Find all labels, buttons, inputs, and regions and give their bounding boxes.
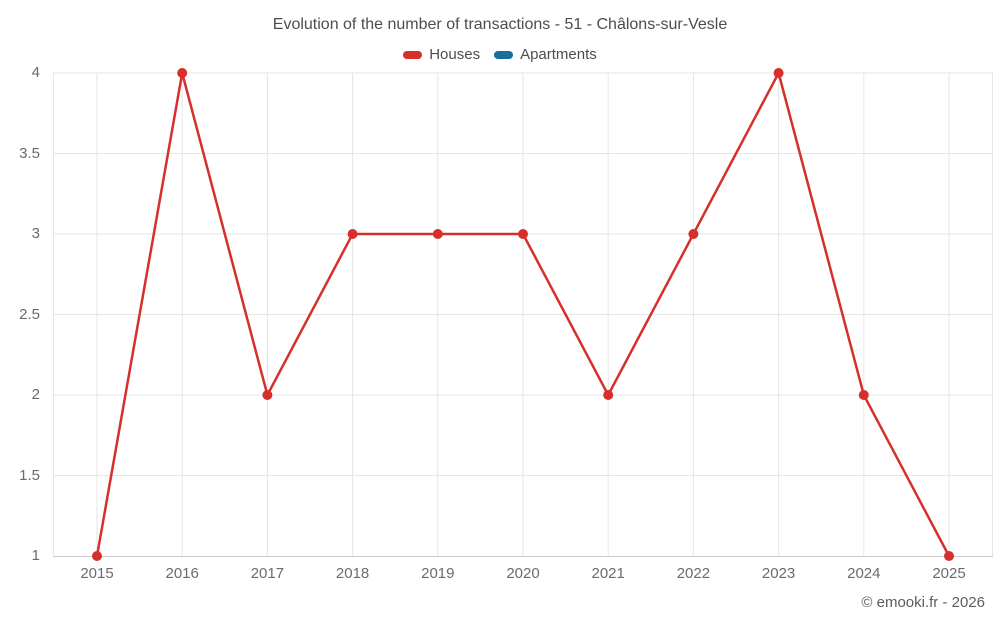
y-tick-label-3.5: 3.5: [19, 144, 40, 162]
watermark: © emooki.fr - 2026: [861, 594, 985, 611]
chart-legend: Houses Apartments: [0, 46, 1000, 63]
y-tick-label-1: 1: [31, 547, 40, 564]
data-point-houses-2015[interactable]: [92, 551, 102, 561]
legend-label-apartments: Apartments: [520, 46, 597, 63]
legend-item-apartments[interactable]: Apartments: [494, 46, 597, 63]
data-point-houses-2019[interactable]: [432, 229, 443, 239]
data-point-houses-2016[interactable]: [177, 68, 188, 78]
x-tick-label-2024: 2024: [847, 565, 881, 582]
data-point-houses-2022[interactable]: [688, 229, 699, 239]
data-point-houses-2023[interactable]: [773, 68, 784, 78]
chart-title: Evolution of the number of transactions …: [272, 16, 728, 33]
y-tick-label-1.5: 1.5: [19, 466, 40, 484]
data-point-houses-2018[interactable]: [347, 229, 358, 239]
apartments-swatch-icon: [494, 50, 514, 59]
data-point-houses-2025[interactable]: [944, 551, 954, 561]
x-tick-label-2019: 2019: [421, 565, 455, 582]
x-tick-label-2021: 2021: [591, 565, 625, 582]
data-point-houses-2020[interactable]: [518, 229, 528, 239]
y-tick-label-2: 2: [31, 386, 40, 403]
x-tick-label-2020: 2020: [506, 565, 540, 582]
x-tick-label-2017: 2017: [250, 565, 285, 582]
houses-swatch-icon: [403, 50, 423, 59]
data-point-houses-2021[interactable]: [603, 390, 614, 400]
y-tick-label-2.5: 2.5: [19, 305, 40, 323]
y-tick-label-4: 4: [31, 64, 40, 81]
x-tick-label-2022: 2022: [676, 565, 711, 582]
x-tick-label-2025: 2025: [932, 565, 966, 582]
x-tick-label-2023: 2023: [761, 565, 796, 582]
legend-label-houses: Houses: [429, 46, 481, 63]
y-tick-label-3: 3: [31, 225, 40, 242]
data-point-houses-2024[interactable]: [858, 390, 869, 400]
legend-item-houses[interactable]: Houses: [403, 46, 480, 63]
x-tick-label-2015: 2015: [80, 565, 114, 582]
x-tick-label-2018: 2018: [335, 565, 370, 582]
data-point-houses-2017[interactable]: [262, 390, 273, 400]
x-tick-label-2016: 2016: [165, 565, 199, 582]
